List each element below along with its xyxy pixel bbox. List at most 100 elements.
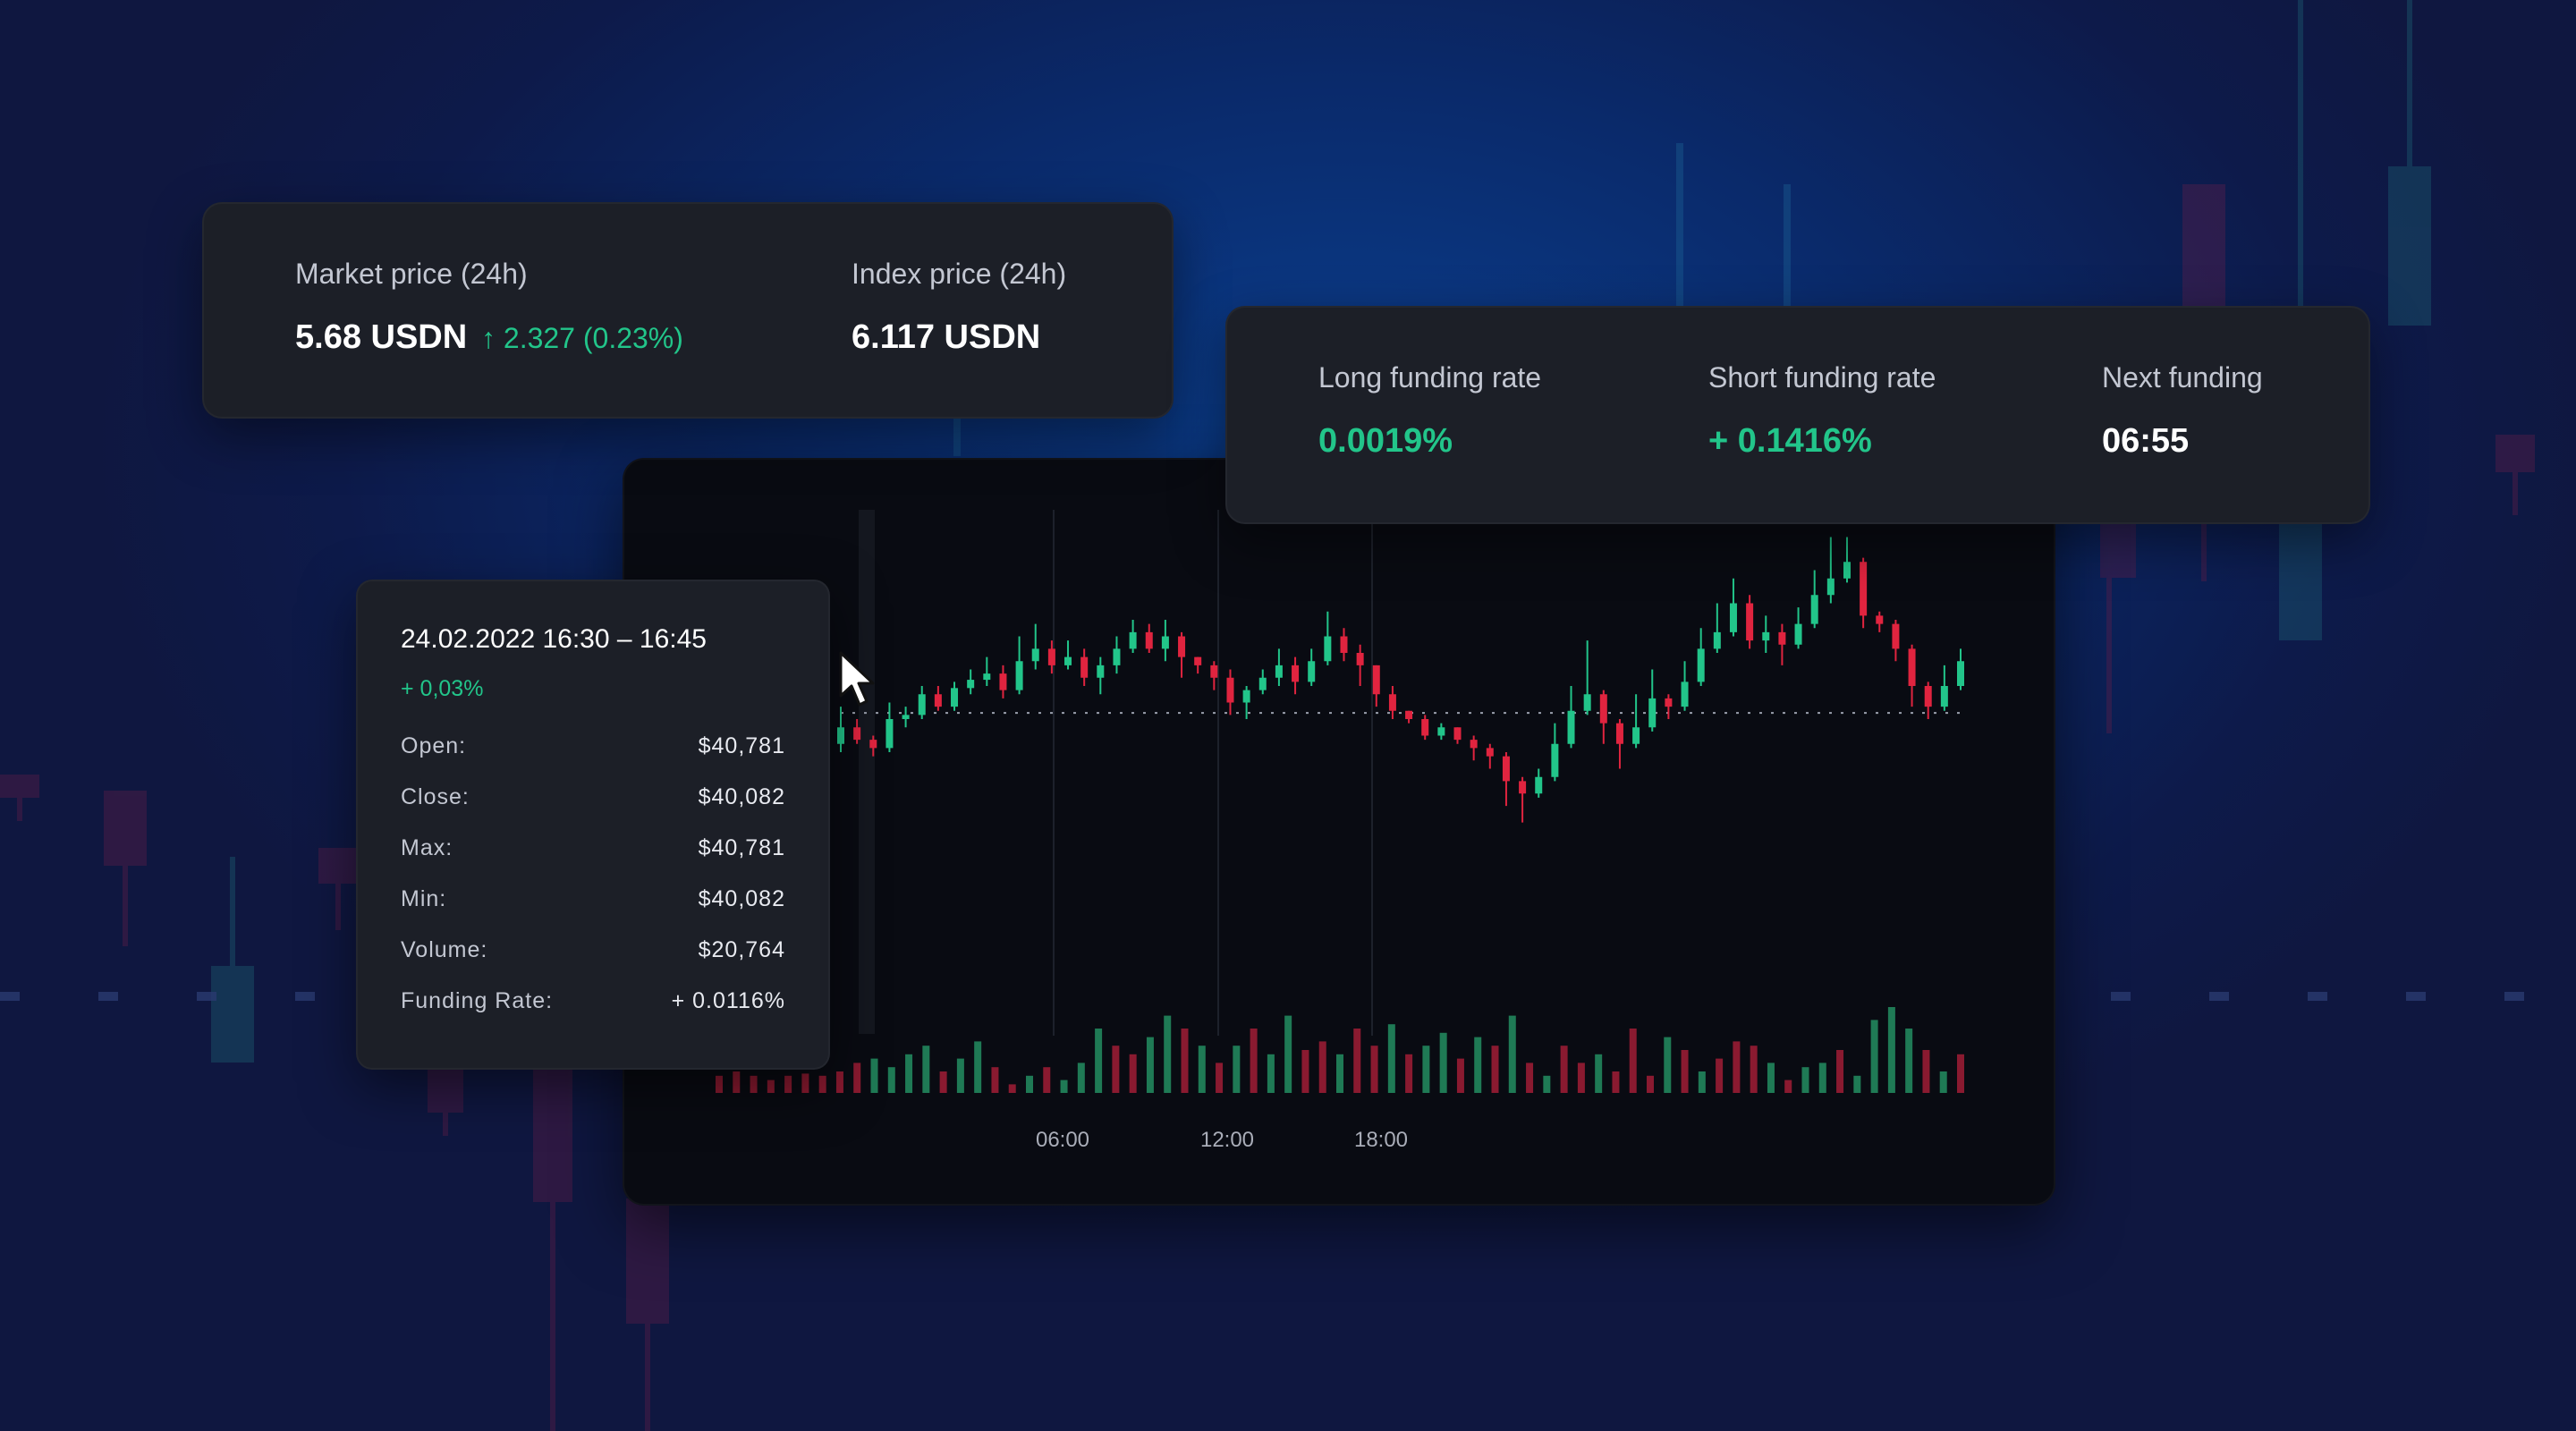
volume-bar bbox=[991, 1067, 999, 1093]
candle-body bbox=[1324, 636, 1332, 662]
next-funding-value: 06:55 bbox=[2102, 422, 2190, 460]
candle-body bbox=[1161, 636, 1169, 649]
volume-bar bbox=[870, 1058, 878, 1093]
candle-body bbox=[1372, 665, 1380, 695]
volume-bar bbox=[1077, 1063, 1085, 1093]
candle-body bbox=[869, 740, 877, 749]
candle-body bbox=[1697, 648, 1705, 682]
volume-bar bbox=[1939, 1071, 1947, 1093]
tooltip-row-value: $20,764 bbox=[698, 937, 785, 962]
volume-bar bbox=[1853, 1075, 1861, 1093]
tooltip-row-label: Close: bbox=[401, 784, 470, 809]
volume-bar bbox=[1595, 1054, 1603, 1093]
volume-bar bbox=[1922, 1050, 1930, 1093]
volume-bar bbox=[1508, 1015, 1516, 1093]
candle-body bbox=[1762, 631, 1770, 641]
volume-bar bbox=[1422, 1046, 1430, 1093]
candle-body bbox=[1924, 686, 1932, 707]
volume-bar bbox=[1112, 1046, 1120, 1093]
tooltip-row-value: + 0.0116% bbox=[671, 988, 785, 1013]
volume-bar bbox=[1474, 1037, 1482, 1093]
x-tick-label: 12:00 bbox=[1200, 1128, 1254, 1152]
candle-body bbox=[1113, 648, 1121, 665]
tooltip-row-close: Close: $40,082 bbox=[401, 784, 785, 815]
candle-body bbox=[1713, 631, 1721, 649]
volume-bar bbox=[1577, 1063, 1585, 1093]
candle-body bbox=[1308, 661, 1316, 682]
candlestick-chart[interactable]: 06:00 12:00 18:00 bbox=[623, 458, 2055, 1206]
candle-body bbox=[1356, 653, 1364, 665]
volume-bar bbox=[716, 1075, 723, 1093]
volume-bar bbox=[1612, 1071, 1620, 1093]
candle-body bbox=[1860, 562, 1868, 616]
next-funding-label: Next funding bbox=[2102, 361, 2263, 394]
candle-body bbox=[1778, 631, 1786, 645]
candle-body bbox=[1080, 656, 1089, 678]
candle-body bbox=[1258, 677, 1267, 690]
volume-bar bbox=[818, 1075, 826, 1093]
tooltip-row-min: Min: $40,082 bbox=[401, 886, 785, 917]
candle-body bbox=[886, 719, 894, 749]
candle-body bbox=[1599, 694, 1607, 724]
candle-body bbox=[1031, 648, 1039, 662]
candle-body bbox=[1064, 656, 1072, 665]
tooltip-row-value: $40,082 bbox=[698, 886, 785, 911]
candle-body bbox=[1388, 694, 1396, 711]
tooltip-row-value: $40,781 bbox=[698, 733, 785, 758]
candle-body bbox=[1194, 656, 1202, 665]
volume-bar bbox=[1318, 1041, 1326, 1093]
volume-bar bbox=[1216, 1063, 1224, 1093]
volume-bar bbox=[1647, 1075, 1654, 1093]
candle-body bbox=[1551, 743, 1559, 777]
candle-body bbox=[1145, 631, 1153, 649]
tooltip-row-label: Funding Rate: bbox=[401, 988, 554, 1013]
volume-bar bbox=[1353, 1029, 1361, 1093]
volume-bar bbox=[1267, 1054, 1275, 1093]
volume-bar bbox=[1284, 1015, 1292, 1093]
volume-bar bbox=[1405, 1054, 1413, 1093]
hover-band bbox=[859, 510, 875, 1034]
tooltip-row-label: Open: bbox=[401, 733, 467, 758]
volume-bar bbox=[1387, 1024, 1395, 1093]
candle-body bbox=[999, 673, 1007, 690]
candle-body bbox=[1908, 648, 1916, 686]
candle-body bbox=[1843, 562, 1851, 579]
candle-body bbox=[1810, 595, 1818, 624]
volume-bar bbox=[974, 1041, 982, 1093]
volume-bar bbox=[1233, 1046, 1241, 1093]
x-tick-label: 06:00 bbox=[1036, 1128, 1089, 1152]
arrow-cursor-icon bbox=[839, 651, 875, 707]
volume-bar bbox=[1733, 1041, 1741, 1093]
volume-bar bbox=[922, 1046, 930, 1093]
volume-bar bbox=[1784, 1080, 1792, 1093]
volume-bar bbox=[1543, 1075, 1551, 1093]
candle-body bbox=[1226, 677, 1234, 703]
index-price-label: Index price (24h) bbox=[852, 258, 1067, 290]
volume-bar bbox=[1801, 1067, 1809, 1093]
candle-body bbox=[1940, 686, 1948, 707]
tooltip-row-max: Max: $40,781 bbox=[401, 835, 785, 866]
volume-bar bbox=[1681, 1050, 1689, 1093]
candle-body bbox=[1453, 727, 1462, 741]
candle-body bbox=[1292, 665, 1300, 682]
volume-bar bbox=[1439, 1032, 1447, 1093]
candle-body bbox=[1535, 776, 1543, 794]
volume-bar bbox=[939, 1071, 947, 1093]
volume-bar bbox=[1164, 1015, 1172, 1093]
candle-body bbox=[1502, 756, 1510, 782]
candle-body bbox=[1583, 694, 1591, 711]
tooltip-row-label: Min: bbox=[401, 886, 447, 911]
candle-body bbox=[1648, 698, 1657, 728]
candle-body bbox=[1746, 603, 1754, 641]
candle-body bbox=[1275, 665, 1283, 678]
volume-bar bbox=[1836, 1050, 1844, 1093]
funding-rate-card: Long funding rate 0.0019% Short funding … bbox=[1225, 306, 2370, 524]
volume-bar bbox=[1026, 1075, 1033, 1093]
candle-body bbox=[1486, 748, 1494, 757]
candle-body bbox=[1892, 623, 1900, 649]
volume-bar bbox=[1526, 1063, 1534, 1093]
candle-body bbox=[1178, 636, 1186, 657]
candle-body bbox=[1876, 615, 1884, 624]
volume-bar bbox=[1629, 1029, 1637, 1093]
